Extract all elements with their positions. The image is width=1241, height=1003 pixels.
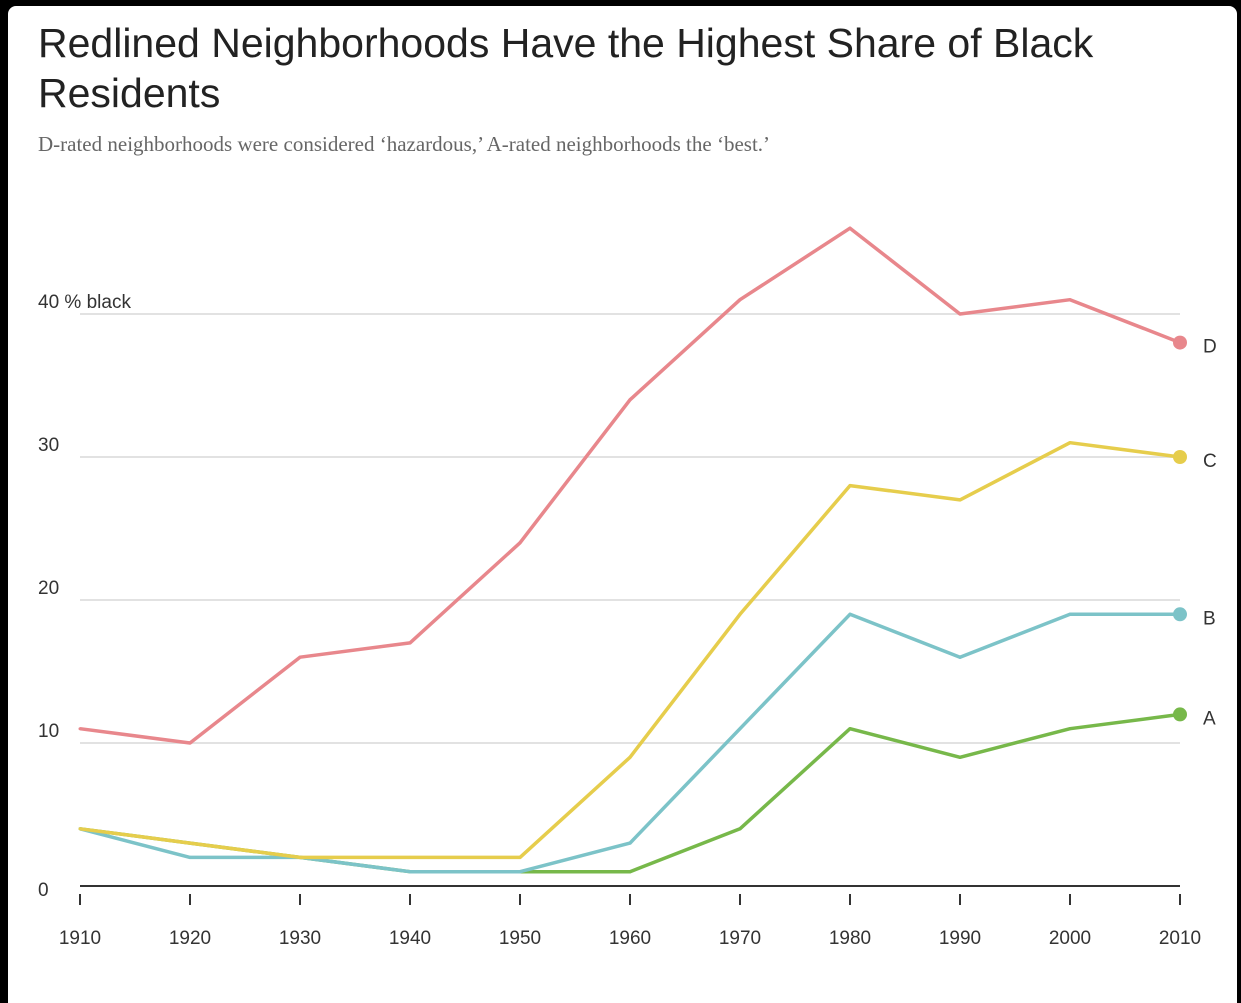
data-point-B xyxy=(628,841,632,845)
data-point-B xyxy=(518,870,522,874)
y-tick-label: 10 xyxy=(38,721,59,742)
x-tick-label: 1960 xyxy=(609,928,651,949)
data-point-A xyxy=(958,755,962,759)
data-point-D xyxy=(518,541,522,545)
data-point-A xyxy=(738,827,742,831)
series-label-B: B xyxy=(1203,608,1216,629)
data-point-C xyxy=(1173,450,1187,464)
data-point-C xyxy=(628,755,632,759)
y-tick-label: 20 xyxy=(38,578,59,599)
data-point-A xyxy=(1068,727,1072,731)
data-point-C xyxy=(518,855,522,859)
data-point-C xyxy=(188,841,192,845)
data-point-B xyxy=(1173,607,1187,622)
data-point-A xyxy=(1173,707,1187,722)
series-line-A xyxy=(79,712,1181,874)
data-point-D xyxy=(298,655,302,659)
line-chart: 0 10 20 30 40 % black 1910 1920 1930 1940 1950 196… xyxy=(38,226,1217,949)
data-point-C xyxy=(848,484,852,488)
series-line-C xyxy=(79,440,1181,860)
data-point-C xyxy=(958,498,962,502)
data-point-C xyxy=(408,855,412,859)
data-point-B xyxy=(848,612,852,616)
data-point-B xyxy=(958,655,962,659)
y-tick-label: 0 xyxy=(38,880,49,901)
x-tick-label: 1970 xyxy=(719,928,761,949)
x-tick-label: 1930 xyxy=(279,928,321,949)
data-point-D xyxy=(1068,298,1072,302)
x-tick-label: 1920 xyxy=(169,928,211,949)
data-point-B xyxy=(738,727,742,731)
series-label-D: D xyxy=(1203,337,1217,358)
series-line-D xyxy=(79,226,1181,745)
x-tick-label: 2000 xyxy=(1049,928,1091,949)
series-label-A: A xyxy=(1203,708,1216,729)
data-point-D xyxy=(628,398,632,402)
data-point-C xyxy=(78,827,82,831)
data-point-D xyxy=(1173,335,1187,350)
data-point-D xyxy=(408,641,412,645)
x-tick-label: 1950 xyxy=(499,928,541,949)
chart-subtitle: D-rated neighborhoods were considered ‘h… xyxy=(38,132,771,156)
data-point-C xyxy=(298,855,302,859)
data-point-B xyxy=(1068,612,1072,616)
data-point-D xyxy=(958,312,962,316)
data-point-A xyxy=(848,727,852,731)
data-point-C xyxy=(738,612,742,616)
data-point-D xyxy=(848,226,852,230)
x-tick-label: 1910 xyxy=(59,928,101,949)
x-tick-label: 1980 xyxy=(829,928,871,949)
data-point-B xyxy=(188,855,192,859)
data-point-B xyxy=(408,870,412,874)
data-point-D xyxy=(188,741,192,745)
data-point-A xyxy=(628,870,632,874)
x-tick-label: 1990 xyxy=(939,928,981,949)
x-tick-label: 2010 xyxy=(1159,928,1201,949)
chart-frame: Redlined Neighborhoods Have the Highest … xyxy=(8,6,1237,1003)
data-point-D xyxy=(78,727,82,731)
data-point-C xyxy=(1068,441,1072,445)
series-label-C: C xyxy=(1203,451,1217,472)
x-tick-label: 1940 xyxy=(389,928,431,949)
y-tick-label: 30 xyxy=(38,435,59,456)
y-tick-label: 40 % black xyxy=(38,292,131,313)
chart-title: Redlined Neighborhoods Have the Highest … xyxy=(38,20,1094,116)
data-point-D xyxy=(738,298,742,302)
